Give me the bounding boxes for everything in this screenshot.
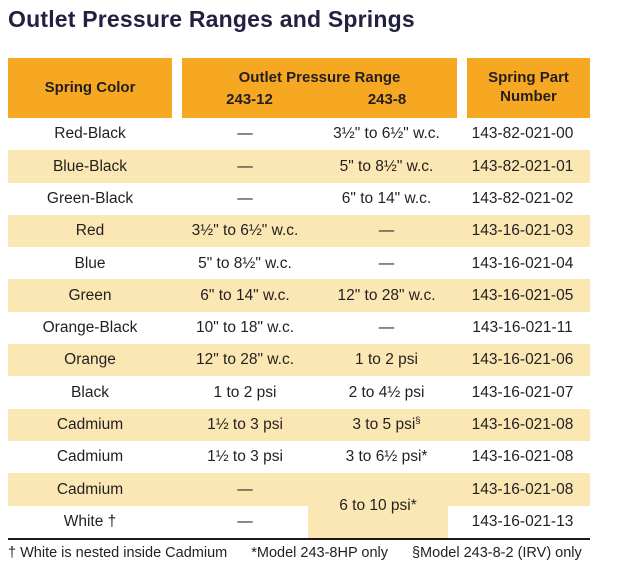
cell-part-number: 143-16-021-05 bbox=[471, 286, 574, 304]
cell-range-243-12: — bbox=[237, 512, 253, 530]
header-spring-color: Spring Color bbox=[8, 58, 172, 118]
table-row: Red 3½" to 6½" w.c. — 143-16-021-03 bbox=[8, 214, 590, 248]
table-header: Spring Color Outlet Pressure Range 243-1… bbox=[8, 58, 590, 118]
cell-part-number: 143-16-021-13 bbox=[471, 512, 574, 530]
header-divider bbox=[172, 58, 182, 118]
cell-part-number: 143-82-021-00 bbox=[471, 125, 574, 143]
cell-spring-color: Orange bbox=[64, 351, 116, 369]
cell-spring-color: Blue-Black bbox=[52, 157, 128, 175]
cell-range-243-12: — bbox=[237, 480, 253, 498]
cell-part-number: 143-16-021-03 bbox=[471, 222, 574, 240]
table-row: Orange-Black 10" to 18" w.c. — 143-16-021-1… bbox=[8, 311, 590, 345]
cell-range-243-12: 1 to 2 psi bbox=[213, 383, 277, 401]
cell-part-number: 143-16-021-08 bbox=[471, 448, 574, 466]
cell-range-243-8: 5" to 8½" w.c. bbox=[339, 157, 434, 175]
table-row: Orange 12" to 28" w.c. 1 to 2 psi 143-16-02… bbox=[8, 344, 590, 377]
header-spring-part-number: Spring Part Number bbox=[467, 58, 590, 118]
footnote-dagger: † White is nested inside Cadmium bbox=[8, 545, 228, 561]
cell-part-number: 143-16-021-07 bbox=[471, 383, 574, 401]
cell-spring-color: Cadmium bbox=[56, 480, 124, 498]
header-model-243-12: 243-12 bbox=[226, 90, 273, 108]
table-row: Cadmium 1½ to 3 psi 3 to 6½ psi* 143-16-021… bbox=[8, 440, 590, 474]
footnote-section: §Model 243-8-2 (IRV) only bbox=[411, 545, 582, 561]
table-row: Green-Black — 6" to 14" w.c. 143-82-021-02 bbox=[8, 182, 590, 215]
cell-range-243-12: 1½ to 3 psi bbox=[207, 448, 283, 466]
header-outlet-pressure-range-group: Outlet Pressure Range 243-12 243-8 bbox=[182, 58, 457, 118]
cell-range-243-8: 2 to 4½ psi bbox=[348, 383, 425, 401]
table-row: Black 1 to 2 psi 2 to 4½ psi 143-16-021-07 bbox=[8, 376, 590, 409]
merged-cell-6-to-10-psi: 6 to 10 psi* bbox=[308, 473, 448, 538]
table-row: Cadmium 1½ to 3 psi 3 to 5 psi§ 143-16-021-… bbox=[8, 408, 590, 441]
cell-range-243-12: — bbox=[237, 157, 253, 175]
table-row: Blue-Black — 5" to 8½" w.c. 143-82-021-01 bbox=[8, 150, 590, 183]
cell-range-243-8: 3 to 6½ psi* bbox=[345, 448, 428, 466]
cell-spring-color: Orange-Black bbox=[42, 319, 138, 337]
cell-range-243-8: — bbox=[378, 254, 395, 272]
header-outlet-pressure-range: Outlet Pressure Range bbox=[238, 68, 401, 86]
pressure-ranges-table: Spring Color Outlet Pressure Range 243-1… bbox=[8, 58, 590, 540]
cell-part-number: 143-82-021-02 bbox=[471, 189, 574, 207]
header-divider bbox=[457, 58, 467, 118]
section-mark: § bbox=[415, 415, 421, 427]
cell-spring-color: White † bbox=[63, 512, 117, 530]
cell-spring-color: Red-Black bbox=[54, 125, 126, 143]
cell-part-number: 143-16-021-06 bbox=[471, 351, 574, 369]
cell-range-243-12: 10" to 18" w.c. bbox=[195, 319, 295, 337]
cell-spring-color: Cadmium bbox=[56, 416, 124, 434]
cell-range-243-12: 6" to 14" w.c. bbox=[200, 286, 290, 304]
footnotes: † White is nested inside Cadmium *Model … bbox=[8, 545, 590, 561]
cell-range-243-12: 5" to 8½" w.c. bbox=[198, 254, 292, 272]
cell-part-number: 143-16-021-08 bbox=[471, 480, 574, 498]
page-title: Outlet Pressure Ranges and Springs bbox=[8, 6, 415, 32]
footnote-asterisk: *Model 243-8HP only bbox=[251, 545, 388, 561]
header-model-243-8: 243-8 bbox=[367, 90, 407, 108]
table-row: White † — 143-16-021-13 bbox=[8, 505, 590, 538]
cell-part-number: 143-82-021-01 bbox=[471, 157, 574, 175]
cell-spring-color: Blue bbox=[74, 254, 106, 272]
table-row: Green 6" to 14" w.c. 12" to 28" w.c. 143-16… bbox=[8, 279, 590, 312]
cell-part-number: 143-16-021-11 bbox=[472, 319, 573, 337]
cell-range-243-8: 3 to 5 psi§ bbox=[352, 415, 421, 434]
cell-range-243-12: — bbox=[237, 125, 253, 143]
cell-range-243-12: 1½ to 3 psi bbox=[207, 416, 283, 434]
cell-range-243-8: — bbox=[378, 222, 395, 240]
cell-range-243-8: 12" to 28" w.c. bbox=[337, 286, 436, 304]
cell-part-number: 143-16-021-08 bbox=[471, 416, 574, 434]
cell-spring-color: Black bbox=[71, 383, 109, 401]
cell-range-243-8: 6" to 14" w.c. bbox=[341, 189, 432, 207]
header-model-subrow: 243-12 243-8 bbox=[182, 91, 457, 108]
table-body: Red-Black — 3½" to 6½" w.c. 143-82-021-00 Bl… bbox=[8, 118, 590, 540]
cell-range-243-12: 3½" to 6½" w.c. bbox=[191, 222, 299, 240]
cell-spring-color: Green-Black bbox=[46, 189, 134, 207]
cell-range-243-12: — bbox=[237, 189, 253, 207]
table-row: Blue 5" to 8½" w.c. — 143-16-021-04 bbox=[8, 247, 590, 280]
cell-spring-color: Green bbox=[68, 286, 112, 304]
cell-range-243-8: 3½" to 6½" w.c. bbox=[333, 125, 440, 143]
cell-spring-color: Cadmium bbox=[56, 448, 124, 466]
cell-part-number: 143-16-021-04 bbox=[471, 254, 574, 272]
cell-range-243-8: 1 to 2 psi bbox=[355, 351, 418, 369]
cell-spring-color: Red bbox=[75, 222, 105, 240]
table-row: Cadmium — 143-16-021-08 bbox=[8, 473, 590, 506]
cell-range-243-12: 12" to 28" w.c. bbox=[195, 351, 295, 369]
table-row: Red-Black — 3½" to 6½" w.c. 143-82-021-00 bbox=[8, 118, 590, 151]
cell-range-243-8: — bbox=[378, 319, 395, 337]
